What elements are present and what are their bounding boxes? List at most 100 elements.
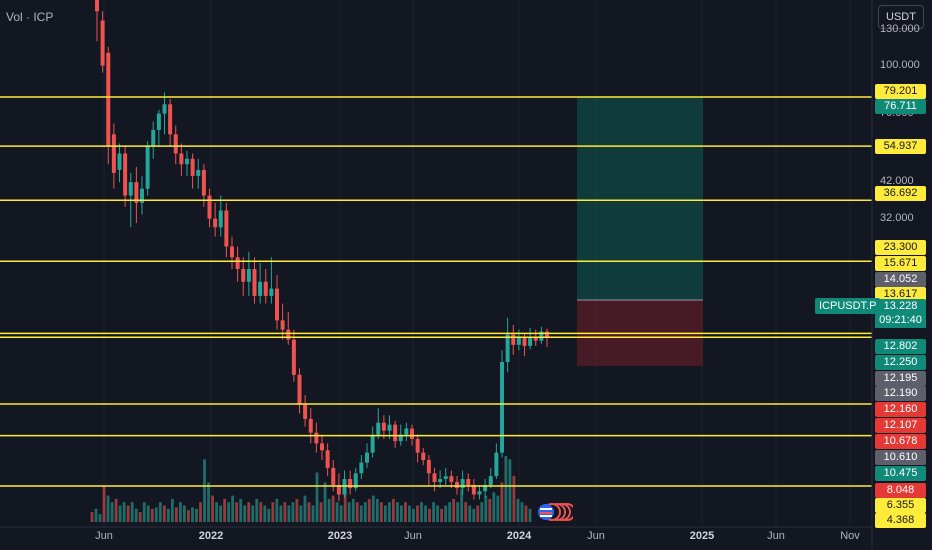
events-icon[interactable] <box>537 501 573 523</box>
candle-body[interactable] <box>275 288 279 321</box>
candle-body[interactable] <box>381 422 386 431</box>
candle-body[interactable] <box>393 424 398 442</box>
candle-body[interactable] <box>449 476 454 483</box>
candle-body[interactable] <box>303 404 308 419</box>
candle-body[interactable] <box>291 339 296 375</box>
candle-body[interactable] <box>359 462 364 474</box>
candle-body[interactable] <box>466 479 471 486</box>
candle-body[interactable] <box>95 0 99 12</box>
candle-body[interactable] <box>483 485 488 492</box>
candle-body[interactable] <box>314 432 319 444</box>
candle-body[interactable] <box>162 104 167 114</box>
candle-body[interactable] <box>533 336 538 341</box>
price-tick-label: 100.000 <box>880 58 920 71</box>
volume-indicator-label[interactable]: Vol · ICP <box>6 10 54 24</box>
candle-body[interactable] <box>168 104 173 135</box>
candle-body[interactable] <box>179 153 184 165</box>
candle-body[interactable] <box>404 428 409 435</box>
candle-body[interactable] <box>516 337 521 345</box>
candle-body[interactable] <box>117 153 122 170</box>
candle-body[interactable] <box>207 195 212 219</box>
candle-body[interactable] <box>263 281 268 296</box>
candle-body[interactable] <box>100 20 105 66</box>
candle-body[interactable] <box>370 434 375 453</box>
volume-bar <box>363 502 367 522</box>
horizontal-levels[interactable] <box>0 96 872 487</box>
candle-body[interactable] <box>348 479 353 489</box>
candle-body[interactable] <box>511 334 516 345</box>
candle-body[interactable] <box>432 473 437 483</box>
candle-body[interactable] <box>353 473 358 489</box>
candle-body[interactable] <box>123 153 128 196</box>
candle-body[interactable] <box>505 334 510 363</box>
candle-body[interactable] <box>365 452 369 463</box>
time-label: 2022 <box>198 530 224 542</box>
candle-body[interactable] <box>488 476 493 486</box>
candle-body[interactable] <box>201 169 206 196</box>
volume-bar <box>448 502 452 522</box>
candle-body[interactable] <box>494 452 499 477</box>
volume-bar <box>315 472 319 522</box>
candle-body[interactable] <box>460 479 465 489</box>
candle-body[interactable] <box>500 362 504 453</box>
candle-body[interactable] <box>134 182 139 203</box>
candle-body[interactable] <box>196 169 201 176</box>
candle-body[interactable] <box>213 218 218 228</box>
candle-body[interactable] <box>342 479 347 495</box>
volume-bar <box>343 492 347 522</box>
candle-body[interactable] <box>218 210 223 228</box>
candle-body[interactable] <box>477 491 482 495</box>
candle-body[interactable] <box>539 331 544 341</box>
candle-body[interactable] <box>140 188 144 203</box>
candle-body[interactable] <box>325 450 330 468</box>
candle-body[interactable] <box>286 329 291 340</box>
candle-body[interactable] <box>224 210 229 247</box>
position-tool[interactable] <box>577 97 703 366</box>
candle-body[interactable] <box>438 479 443 483</box>
candle-body[interactable] <box>320 443 324 451</box>
candle-body[interactable] <box>128 182 133 196</box>
candle-body[interactable] <box>258 281 263 296</box>
candle-body[interactable] <box>545 331 549 338</box>
price-badge: 4.368 <box>875 513 926 528</box>
candle-body[interactable] <box>528 336 533 346</box>
volume-bar <box>223 498 227 522</box>
candle-body[interactable] <box>387 424 392 431</box>
candle-body[interactable] <box>156 113 161 130</box>
candle-body[interactable] <box>376 422 381 435</box>
candle-body[interactable] <box>235 257 240 269</box>
candle-body[interactable] <box>246 268 251 282</box>
candle-body[interactable] <box>111 134 116 173</box>
candle-body[interactable] <box>455 482 459 489</box>
candle-body[interactable] <box>280 320 285 330</box>
candle-body[interactable] <box>185 158 189 165</box>
candle-body[interactable] <box>297 374 302 405</box>
candles[interactable] <box>95 0 549 502</box>
candle-body[interactable] <box>190 158 195 176</box>
candle-body[interactable] <box>522 337 527 346</box>
candle-body[interactable] <box>415 438 420 453</box>
candle-body[interactable] <box>398 434 403 442</box>
volume-bar <box>291 502 295 522</box>
candle-body[interactable] <box>252 268 257 296</box>
candle-body[interactable] <box>336 485 341 495</box>
candle-body[interactable] <box>151 129 156 146</box>
candle-body[interactable] <box>145 145 150 189</box>
candle-body[interactable] <box>173 134 178 154</box>
candle-body[interactable] <box>421 452 426 461</box>
candle-body[interactable] <box>410 428 414 439</box>
volume-bar <box>371 495 375 522</box>
candle-body[interactable] <box>106 52 111 146</box>
candle-body[interactable] <box>230 246 234 258</box>
currency-button[interactable]: USDT <box>878 5 924 29</box>
candle-body[interactable] <box>269 288 274 296</box>
candle-body[interactable] <box>471 485 476 495</box>
candle-body[interactable] <box>308 418 313 433</box>
profit-zone[interactable] <box>577 97 703 300</box>
candle-body[interactable] <box>241 268 246 282</box>
candle-body[interactable] <box>426 460 431 474</box>
symbol-badge[interactable]: ICPUSDT.P <box>815 298 881 314</box>
candle-body[interactable] <box>443 476 448 480</box>
candle-body[interactable] <box>331 467 336 486</box>
